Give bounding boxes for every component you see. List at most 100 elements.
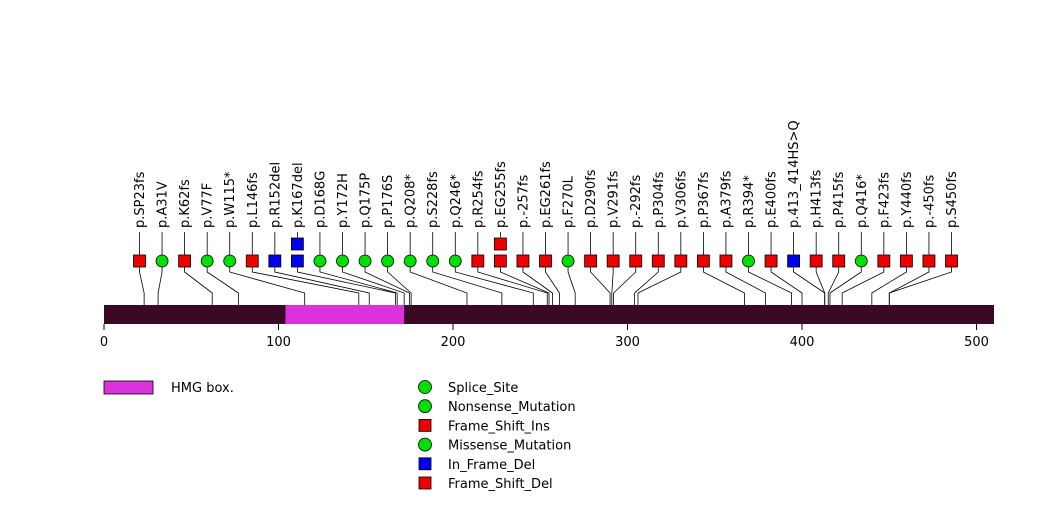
- x-axis: 0 100 200 300 400 500: [100, 324, 989, 350]
- mutation-marker-27-0: [742, 254, 755, 268]
- connector-21: [611, 261, 614, 305]
- connector-19: [567, 261, 576, 305]
- x-tick-label-100: 100: [266, 335, 291, 350]
- mutation-label-15: p.R254fs: [471, 170, 486, 228]
- mutation-marker-16-1: [493, 237, 507, 251]
- mutation-marker-32-0: [854, 254, 868, 268]
- connector-4: [229, 261, 306, 305]
- mutation-label-17: p.-257fs: [516, 175, 531, 228]
- mutation-label-4: p.W115*: [223, 171, 238, 228]
- mutation-label-3: p.V77F: [201, 183, 216, 228]
- mutation-marker-25-0: [696, 254, 710, 268]
- legend-label-2: Frame_Shift_Ins: [448, 419, 550, 434]
- mutation-label-10: p.Q175P: [359, 173, 374, 228]
- mutation-label-11: p.P176S: [381, 175, 396, 228]
- mutation-label-1: p.A31V: [156, 181, 171, 228]
- mutation-label-32: p.Q416*: [855, 174, 870, 228]
- connector-33: [841, 261, 885, 305]
- mutation-marker-17-0: [516, 254, 530, 268]
- mutation-label-31: p.P415fs: [832, 171, 847, 228]
- connector-35: [888, 261, 930, 305]
- legend-swatch-4: [418, 457, 432, 471]
- legend-label-1: Nonsense_Mutation: [448, 400, 576, 415]
- mutation-marker-20-0: [584, 254, 598, 268]
- legend-domain-label: HMG box.: [171, 381, 234, 396]
- mutation-label-22: p.-292fs: [629, 175, 644, 228]
- mutation-marker-0-0: [133, 254, 146, 268]
- mutation-label-2: p.K62fs: [178, 179, 193, 228]
- mutation-label-8: p.D168G: [313, 171, 328, 228]
- mutation-label-28: p.E400fs: [765, 171, 780, 228]
- mutation-label-26: p.A379fs: [719, 170, 734, 228]
- mutation-marker-24-0: [674, 254, 688, 268]
- mutation-marker-31-0: [832, 254, 846, 268]
- legend-swatch-3: [418, 437, 432, 452]
- legend-swatch-5: [418, 476, 432, 490]
- legend-swatch-0: [418, 380, 432, 394]
- connector-15: [477, 261, 548, 305]
- connector-24: [637, 261, 682, 305]
- x-tick-label-500: 500: [964, 335, 989, 350]
- mutation-marker-16-0: [493, 254, 507, 268]
- connector-26: [725, 261, 766, 305]
- mutation-marker-1-0: [155, 254, 169, 268]
- x-tick-label-200: 200: [441, 335, 466, 350]
- connector-0: [139, 261, 145, 305]
- mutation-marker-23-0: [651, 254, 665, 268]
- mutation-marker-7-1: [290, 237, 304, 251]
- mutation-marker-10-0: [358, 254, 372, 268]
- mutation-marker-19-0: [561, 254, 575, 268]
- legend-label-4: In_Frame_Del: [448, 458, 535, 473]
- mutation-label-18: p.EG261fs: [539, 161, 554, 228]
- mutation-labels: p.SP23fs p.A31V p.K62fs p.V77F p.W115* p.L146…: [133, 120, 960, 228]
- protein-backbone: [104, 305, 994, 324]
- connector-11: [387, 261, 412, 305]
- mutation-marker-29-0: [787, 254, 801, 268]
- mutation-marker-28-0: [764, 254, 778, 268]
- mutation-label-12: p.Q208*: [404, 174, 419, 228]
- mutation-label-23: p.P304fs: [652, 171, 667, 228]
- connector-28: [770, 261, 803, 305]
- legend-swatch-2: [418, 418, 432, 432]
- mutation-marker-15-0: [471, 254, 485, 268]
- connector-2: [184, 261, 213, 305]
- mutation-marker-33-0: [877, 254, 891, 268]
- connector-27: [748, 261, 792, 305]
- mutation-label-36: p.S450fs: [945, 171, 960, 228]
- x-tick-label-300: 300: [615, 335, 640, 350]
- connector-7: [296, 261, 396, 305]
- mutation-label-20: p.D290fs: [584, 169, 599, 228]
- mutation-label-14: p.Q246*: [449, 174, 464, 228]
- connector-lines: [139, 232, 952, 305]
- mutation-label-34: p.Y440fs: [900, 171, 915, 228]
- connector-1: [157, 261, 163, 305]
- mutation-marker-30-0: [809, 254, 823, 268]
- mutation-label-16: p.EG255fs: [494, 161, 509, 228]
- mutation-label-7: p.K167del: [291, 162, 306, 228]
- mutation-marker-11-0: [381, 254, 395, 268]
- connector-22: [613, 261, 637, 305]
- mutation-label-30: p.H413fs: [810, 169, 825, 228]
- connector-20: [590, 261, 611, 305]
- mutation-marker-12-0: [403, 254, 417, 268]
- mutation-markers: [133, 237, 958, 268]
- mutation-label-25: p.P367fs: [697, 171, 712, 228]
- legend-swatch-1: [418, 399, 432, 414]
- mutation-marker-4-0: [223, 254, 237, 268]
- mutation-label-33: p.F423fs: [877, 172, 892, 228]
- mutation-marker-21-0: [606, 254, 620, 268]
- connector-36: [888, 261, 952, 305]
- legend-label-3: Missense_Mutation: [448, 439, 571, 454]
- mutation-marker-26-0: [719, 254, 733, 268]
- domain-0: [285, 305, 405, 324]
- connector-29: [793, 261, 826, 305]
- mutation-label-13: p.S228fs: [426, 171, 441, 228]
- mutation-marker-6-0: [268, 254, 282, 268]
- mutation-label-19: p.F270L: [562, 175, 577, 228]
- mutation-marker-7-0: [290, 254, 304, 268]
- mutation-label-6: p.R152del: [268, 162, 283, 228]
- mutation-marker-14-0: [448, 254, 462, 268]
- mutation-marker-8-0: [313, 254, 327, 268]
- mutation-marker-34-0: [899, 254, 913, 268]
- legend-label-5: Frame_Shift_Del: [448, 477, 553, 492]
